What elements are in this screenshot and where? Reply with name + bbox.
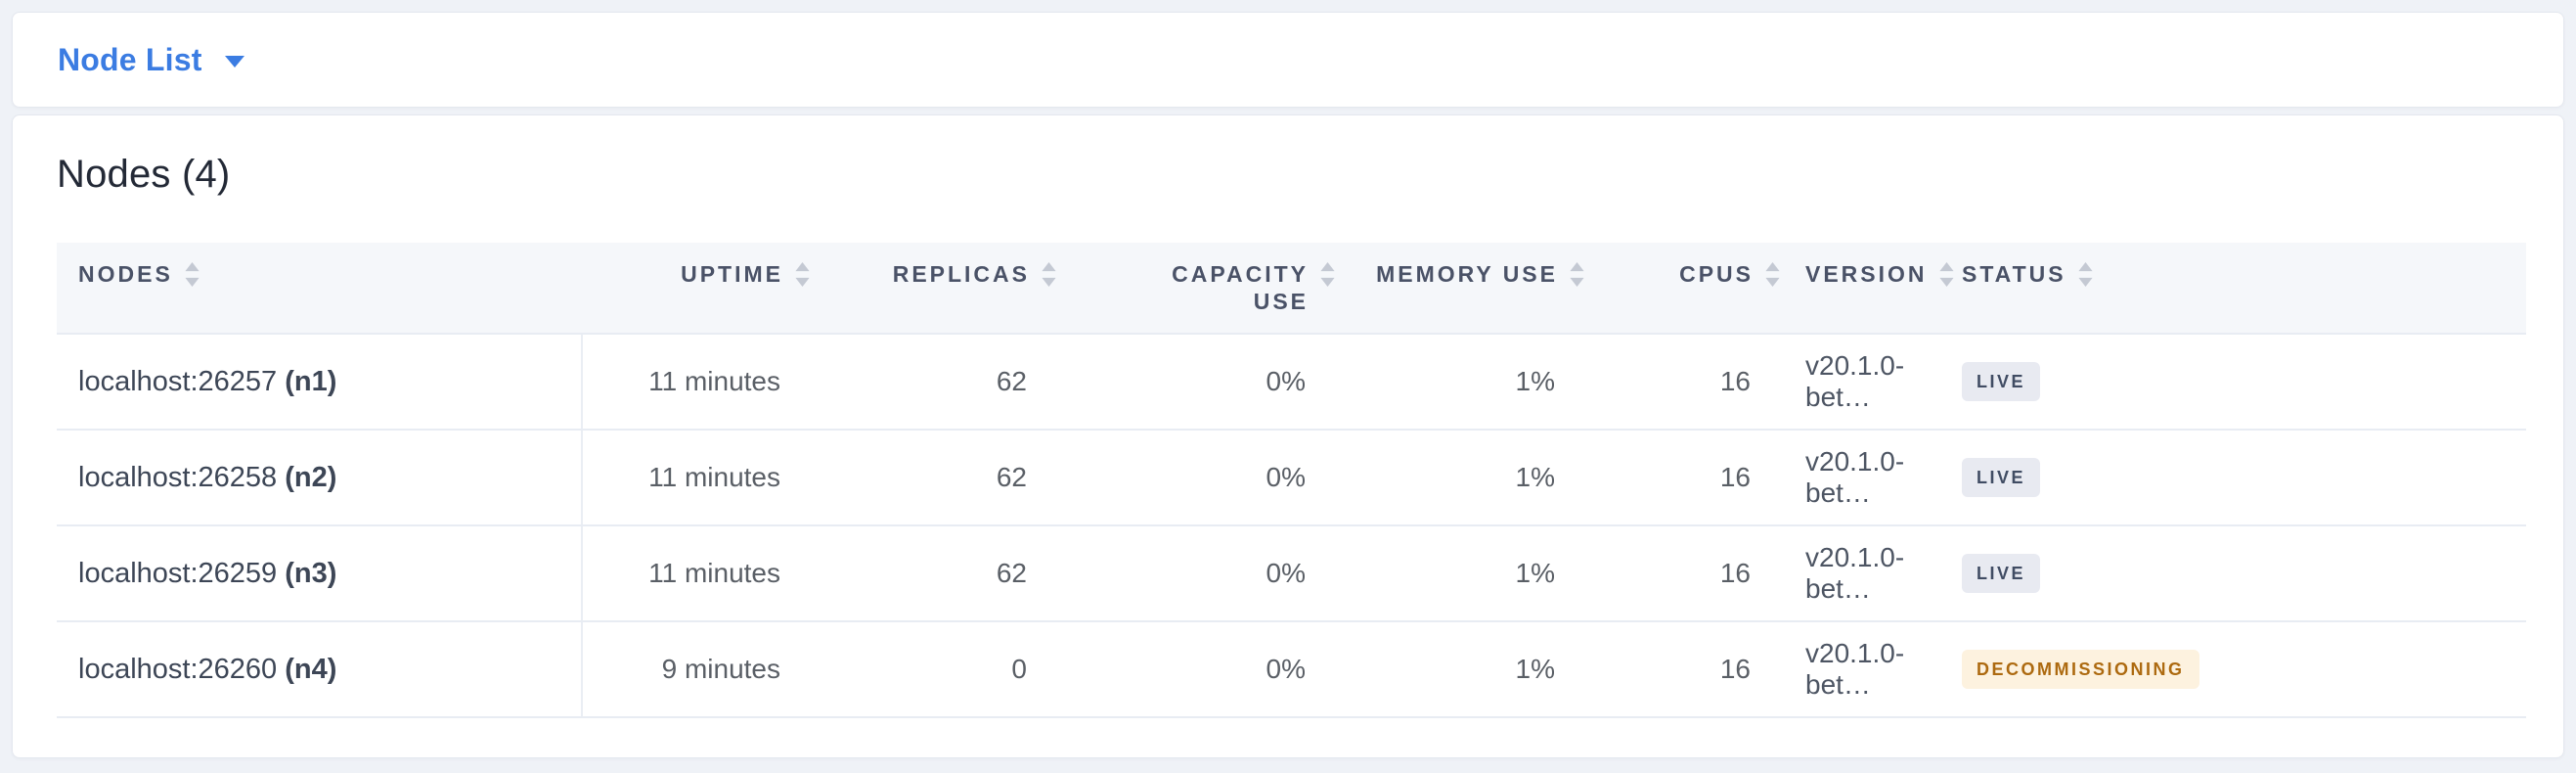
memory-use-cell: 1% [1360,334,1610,431]
column-header-cpus[interactable]: CPUS [1610,243,1805,335]
capacity-use-cell: 0% [1082,430,1360,526]
column-label-version: VERSION [1805,261,1928,287]
nodes-table: NODES UPTIME REPLICAS CAPACITY USE MEMORY US… [57,243,2526,718]
status-badge: LIVE [1962,553,2041,594]
version-cell: v20.1.0-bet… [1805,334,1962,431]
column-header-version[interactable]: VERSION [1805,243,1962,335]
capacity-use-cell: 0% [1082,525,1360,622]
table-header-row: NODES UPTIME REPLICAS CAPACITY USE MEMORY US… [57,243,2526,335]
uptime-cell: 9 minutes [582,621,835,718]
table-row: localhost:26260 (n4) 9 minutes 0 0% 1% 16 v20.… [57,621,2526,718]
memory-use-cell: 1% [1360,621,1610,718]
node-address-cell: localhost:26257 (n1) [57,334,583,431]
status-badge: LIVE [1962,361,2041,402]
column-label-capacity-use: CAPACITY USE [1172,261,1309,314]
node-id: (n3) [285,557,337,589]
column-label-cpus: CPUS [1679,261,1754,287]
column-label-status: STATUS [1962,261,2066,287]
node-list-dropdown-label: Node List [58,41,202,77]
node-address: localhost:26258 [78,461,278,493]
table-row: localhost:26257 (n1) 11 minutes 62 0% 1% 16 v2… [57,334,2526,431]
nodes-card: Nodes (4) NODES UPTIME REPLICAS CAPACITY US… [12,114,2564,758]
uptime-cell: 11 minutes [582,334,835,431]
node-address-cell: localhost:26259 (n3) [57,525,583,622]
column-label-replicas: REPLICAS [892,261,1030,287]
sort-icon [1042,262,1056,287]
uptime-cell: 11 minutes [582,525,835,622]
node-id: (n4) [285,653,337,685]
sort-icon [185,262,200,287]
node-address-cell: localhost:26260 (n4) [57,621,583,718]
column-header-memory-use[interactable]: MEMORY USE [1360,243,1610,335]
sort-icon [2078,262,2093,287]
column-label-nodes: NODES [78,261,173,287]
status-badge: LIVE [1962,457,2041,498]
status-cell: LIVE [1962,525,2526,622]
node-address: localhost:26259 [78,557,278,589]
column-label-memory-use: MEMORY USE [1376,261,1558,287]
uptime-cell: 11 minutes [582,430,835,526]
capacity-use-cell: 0% [1082,621,1360,718]
cpus-cell: 16 [1610,430,1805,526]
column-header-capacity-use[interactable]: CAPACITY USE [1082,243,1360,335]
column-header-replicas[interactable]: REPLICAS [835,243,1082,335]
node-id: (n2) [285,461,337,493]
table-row: localhost:26258 (n2) 11 minutes 62 0% 1% 16 v2… [57,430,2526,526]
caret-down-icon [224,55,244,68]
replicas-cell: 62 [835,334,1082,431]
cpus-cell: 16 [1610,334,1805,431]
sort-icon [1320,262,1335,287]
sort-icon [1570,262,1584,287]
column-label-uptime: UPTIME [681,261,783,287]
replicas-cell: 62 [835,525,1082,622]
node-id: (n1) [285,365,337,397]
page-title: Nodes (4) [57,153,231,196]
column-header-uptime[interactable]: UPTIME [582,243,835,335]
column-header-nodes[interactable]: NODES [57,243,582,335]
version-cell: v20.1.0-bet… [1805,430,1962,526]
version-cell: v20.1.0-bet… [1805,525,1962,622]
status-cell: DECOMMISSIONING [1962,621,2526,718]
table-row: localhost:26259 (n3) 11 minutes 62 0% 1% 16 v2… [57,525,2526,622]
replicas-cell: 0 [835,621,1082,718]
sort-icon [1938,262,1954,287]
status-cell: LIVE [1962,430,2526,526]
capacity-use-cell: 0% [1082,334,1360,431]
node-list-dropdown-card: Node List [12,12,2564,108]
node-address: localhost:26257 [78,365,278,397]
node-address-cell: localhost:26258 (n2) [57,430,583,526]
cpus-cell: 16 [1610,525,1805,622]
node-address: localhost:26260 [78,653,278,685]
version-cell: v20.1.0-bet… [1805,621,1962,718]
column-header-status[interactable]: STATUS [1962,243,2526,335]
memory-use-cell: 1% [1360,525,1610,622]
cpus-cell: 16 [1610,621,1805,718]
memory-use-cell: 1% [1360,430,1610,526]
sort-icon [795,262,810,287]
node-list-dropdown[interactable]: Node List [58,42,245,78]
status-badge: DECOMMISSIONING [1962,649,2199,690]
status-cell: LIVE [1962,334,2526,431]
replicas-cell: 62 [835,430,1082,526]
sort-icon [1765,262,1780,287]
